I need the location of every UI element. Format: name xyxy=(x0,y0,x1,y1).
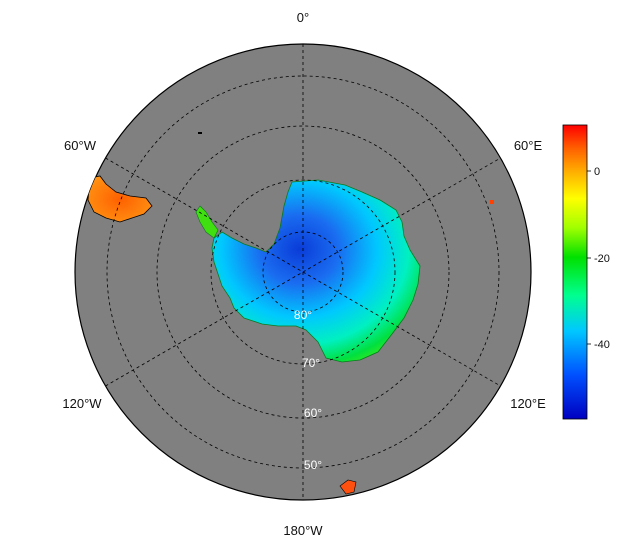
lat-label-60: 60° xyxy=(304,406,322,420)
colorbar-label-20: -20 xyxy=(594,253,610,265)
island-shape xyxy=(339,479,357,495)
meridian-lines xyxy=(105,44,501,500)
lon-label-120w: 120°W xyxy=(62,396,102,411)
south-america-tip-shape xyxy=(87,175,153,223)
antarctica-shape xyxy=(211,179,421,363)
lat-label-70: 70° xyxy=(302,356,320,370)
colorbar-gradient xyxy=(562,124,588,420)
lon-label-0: 0° xyxy=(297,10,309,25)
lon-label-60e: 60°E xyxy=(514,138,543,153)
lat-label-80: 80° xyxy=(294,308,312,322)
lon-label-180w: 180°W xyxy=(283,523,323,538)
lat-label-50: 50° xyxy=(304,458,322,472)
colorbar-label-40: -40 xyxy=(594,339,610,351)
antarctic-peninsula-shape xyxy=(195,205,219,239)
colorbar-label-0: 0 xyxy=(594,166,600,178)
lon-label-60w: 60°W xyxy=(64,138,97,153)
meridian-120w-60e xyxy=(105,157,501,387)
island-small-2 xyxy=(198,132,202,134)
island-small-1 xyxy=(490,200,494,204)
lon-label-120e: 120°E xyxy=(510,396,546,411)
colorbar: 0 -20 -40 xyxy=(562,124,610,420)
lat-circle-50 xyxy=(106,75,500,469)
